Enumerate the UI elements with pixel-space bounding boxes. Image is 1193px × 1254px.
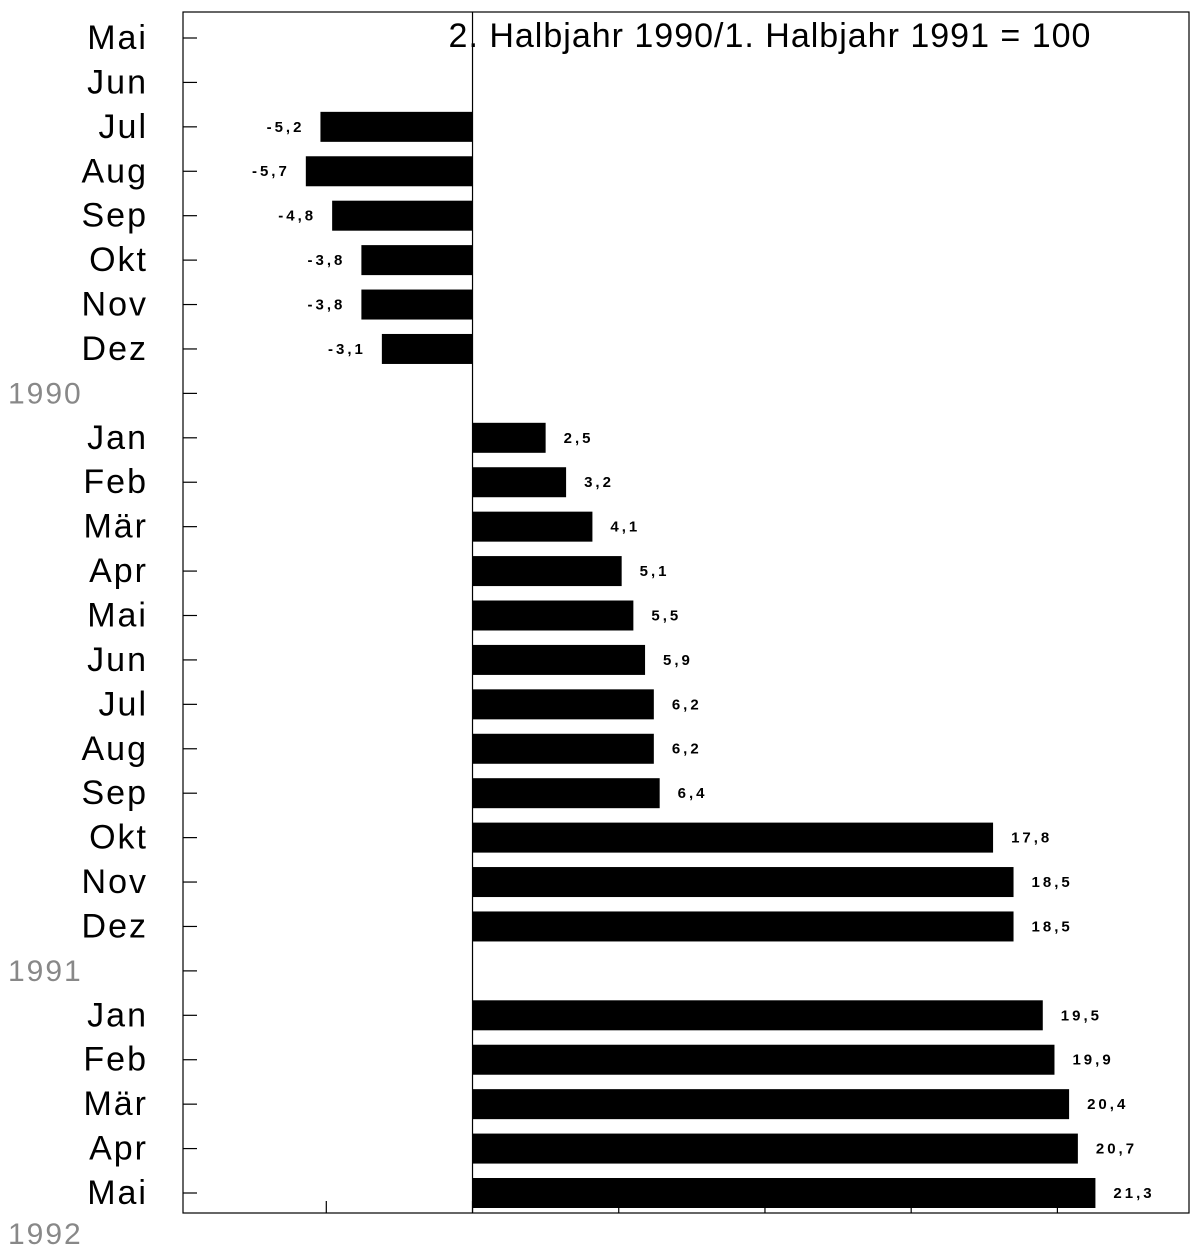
y-tick-label: Mai (87, 19, 148, 57)
value-label: 17,8 (1011, 830, 1052, 847)
year-label: 1991 (8, 955, 83, 988)
bar (472, 867, 1014, 898)
y-tick-label: Jul (99, 108, 148, 146)
bar (305, 156, 473, 187)
value-label: 5,9 (663, 652, 693, 669)
y-tick-label: Jul (99, 685, 148, 723)
bar (472, 556, 622, 587)
y-tick-label: Okt (89, 819, 148, 857)
bar (472, 733, 654, 764)
y-tick-label: Mär (83, 1085, 148, 1123)
value-label: 6,4 (678, 785, 708, 802)
value-label: 18,5 (1032, 874, 1073, 891)
plot-frame (182, 11, 1190, 1214)
value-label: 18,5 (1032, 918, 1073, 935)
value-label: 20,7 (1096, 1141, 1137, 1158)
y-tick-label: Okt (89, 241, 148, 279)
y-tick-label: Feb (83, 463, 148, 501)
bar (472, 822, 994, 853)
value-label: -5,7 (252, 163, 290, 180)
bar (381, 333, 473, 364)
bar (472, 422, 546, 453)
value-label: -3,8 (308, 252, 346, 269)
bar (472, 911, 1014, 942)
value-label: 20,4 (1087, 1096, 1128, 1113)
chart-title: 2. Halbjahr 1990/1. Halbjahr 1991 = 100 (449, 17, 1092, 55)
bar (472, 467, 567, 498)
value-label: 3,2 (584, 474, 614, 491)
value-label: -3,8 (308, 297, 346, 314)
value-label: 19,5 (1061, 1007, 1102, 1024)
value-label: -5,2 (267, 119, 305, 136)
bar (472, 1044, 1055, 1075)
y-tick-label: Mär (83, 508, 148, 546)
bar (361, 289, 473, 320)
value-label: 4,1 (610, 519, 640, 536)
bar (472, 1178, 1096, 1208)
bar (472, 1000, 1043, 1031)
y-tick-label: Dez (82, 907, 148, 945)
bar (472, 511, 593, 542)
y-tick-label: Feb (83, 1041, 148, 1079)
value-label: 2,5 (564, 430, 594, 447)
value-label: -3,1 (328, 341, 366, 358)
y-tick-label: Aug (82, 152, 149, 190)
bar (472, 1089, 1070, 1120)
bar (361, 245, 473, 276)
y-tick-label: Mai (87, 596, 148, 634)
bar (332, 200, 473, 231)
bar (472, 778, 660, 809)
y-tick-label: Dez (82, 330, 148, 368)
bar (472, 600, 634, 631)
y-tick-label: Nov (82, 863, 148, 901)
year-label: 1992 (8, 1218, 83, 1249)
value-label: 6,2 (672, 696, 702, 713)
y-tick-label: Apr (89, 1130, 148, 1168)
y-tick-label: Jun (87, 641, 148, 679)
value-label: 6,2 (672, 741, 702, 758)
bar (472, 1133, 1078, 1164)
y-tick-label: Sep (82, 197, 149, 235)
y-tick-label: Mai (87, 1174, 148, 1212)
year-label: 1990 (8, 377, 83, 410)
y-tick-label: Jan (87, 996, 148, 1034)
value-label: -4,8 (278, 208, 316, 225)
bar (472, 689, 654, 720)
value-label: 5,1 (640, 563, 670, 580)
value-label: 19,9 (1072, 1052, 1113, 1069)
y-tick-label: Sep (82, 774, 149, 812)
value-label: 5,5 (651, 607, 681, 624)
value-label: 21,3 (1113, 1185, 1154, 1202)
y-tick-label: Nov (82, 286, 148, 324)
y-tick-label: Aug (82, 730, 149, 768)
bar (472, 644, 646, 675)
y-tick-label: Apr (89, 552, 148, 590)
y-tick-label: Jan (87, 419, 148, 457)
y-tick-label: Jun (87, 63, 148, 101)
bar (320, 111, 473, 142)
